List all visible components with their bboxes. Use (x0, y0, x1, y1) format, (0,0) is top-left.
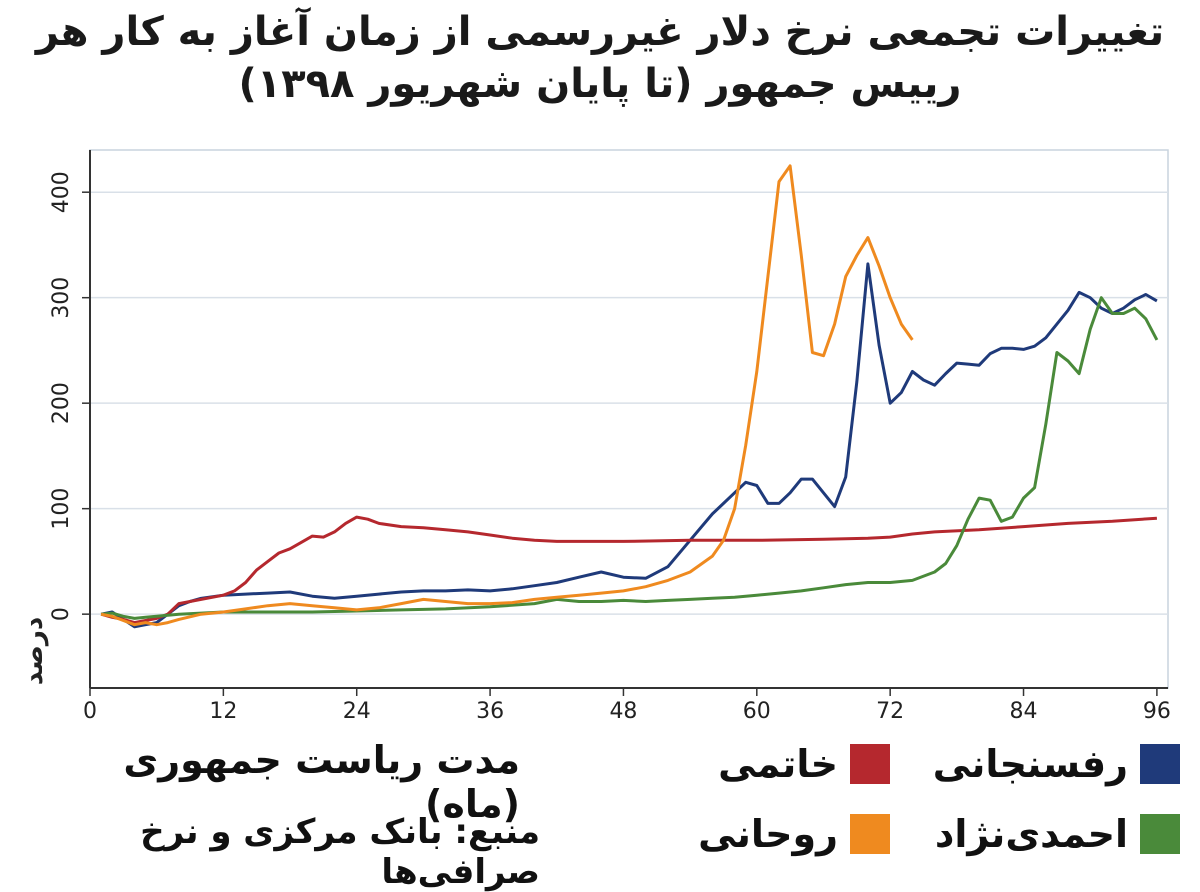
legend-item: احمدی‌نژاد (930, 812, 1180, 856)
series-line-1 (100, 515, 1158, 625)
x-tick-label: 24 (343, 699, 371, 724)
x-tick-label: 60 (743, 699, 771, 724)
y-tick-label: 300 (49, 277, 74, 319)
y-axis-title: درصد (19, 617, 49, 685)
y-tick-label: 200 (49, 382, 74, 424)
y-tick-label: 400 (49, 171, 74, 213)
x-tick-label: 12 (209, 699, 237, 724)
legend-swatch (850, 744, 890, 784)
source-note: منبع: بانک مرکزی و نرخ صرافی‌ها (140, 812, 540, 892)
legend-item: خاتمی (640, 742, 890, 786)
chart-title: تغییرات تجمعی نرخ دلار غیررسمی از زمان آ… (35, 9, 1165, 107)
x-tick-label: 84 (1010, 699, 1038, 724)
x-tick-label: 72 (876, 699, 904, 724)
chart-plot: 0 100 200 300 400 0 12 24 36 48 60 72 84 96 درصد (19, 149, 1171, 724)
plot-area (89, 149, 1169, 689)
legend-item: رفسنجانی (930, 742, 1180, 786)
x-tick-label: 48 (609, 699, 637, 724)
series-line-3 (100, 164, 914, 627)
y-tick-label: 0 (49, 607, 74, 621)
legend-label: روحانی (698, 812, 838, 856)
legend-label: رفسنجانی (932, 742, 1128, 786)
x-tick-label: 96 (1143, 699, 1171, 724)
y-tick-label: 100 (49, 488, 74, 530)
series-line-0 (100, 262, 1158, 629)
legend-item: روحانی (640, 812, 890, 856)
x-tick-label: 0 (83, 699, 97, 724)
legend-swatch (1140, 814, 1180, 854)
x-axis-title: مدت ریاست جمهوری (ماه) (123, 738, 520, 826)
legend-swatch (850, 814, 890, 854)
legend-swatch (1140, 744, 1180, 784)
series-line-2 (100, 296, 1159, 620)
legend-label: احمدی‌نژاد (934, 812, 1128, 856)
legend-label: خاتمی (718, 742, 838, 786)
x-tick-label: 36 (476, 699, 504, 724)
